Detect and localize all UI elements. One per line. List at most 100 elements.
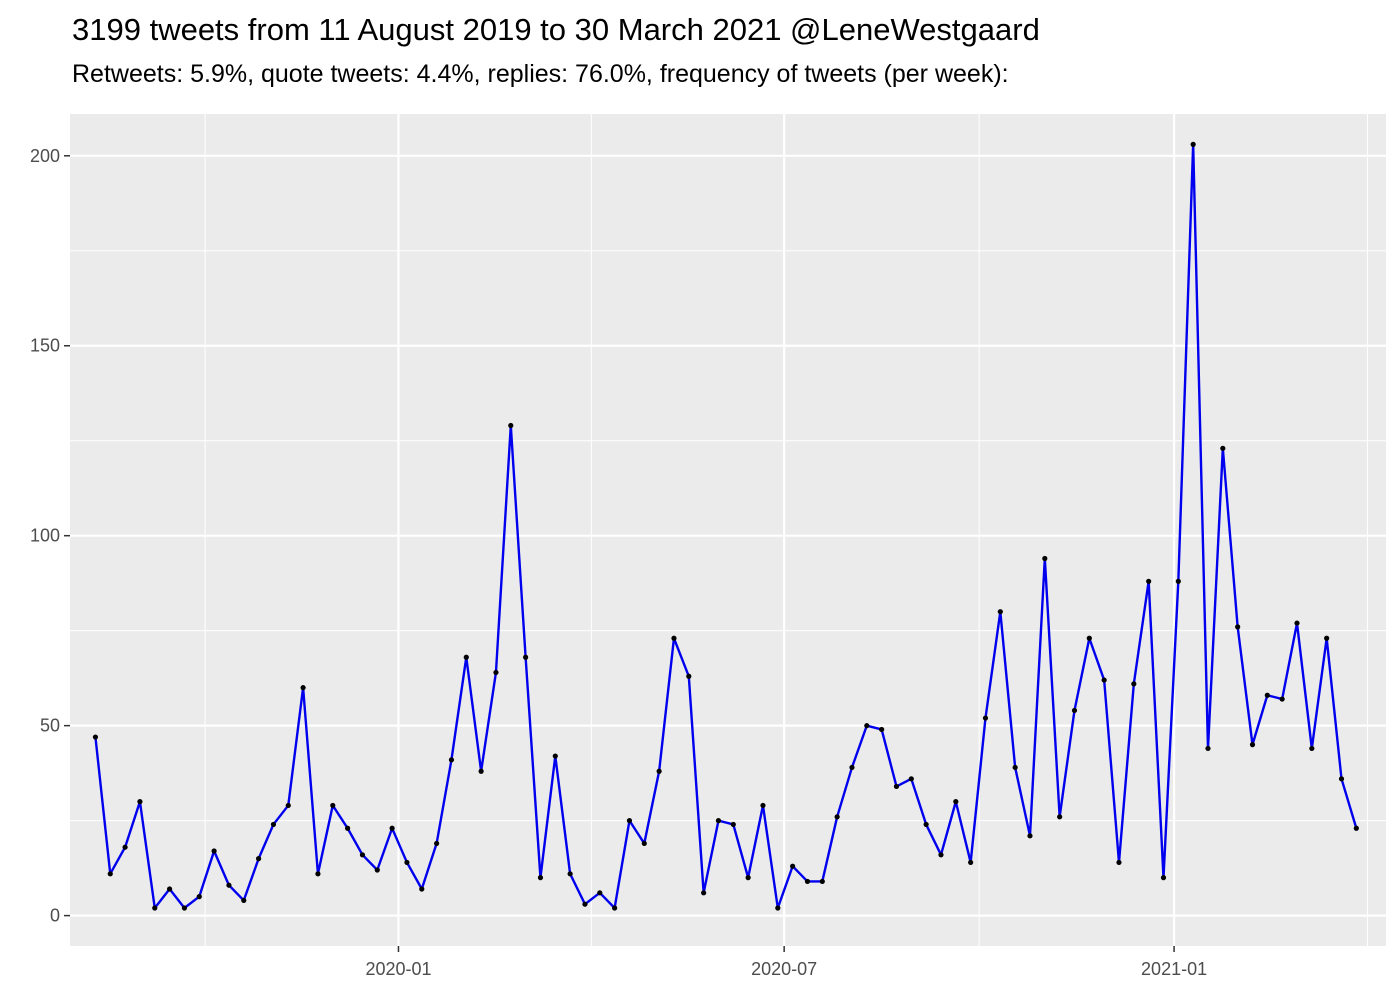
data-point — [1220, 445, 1226, 451]
data-point — [893, 783, 900, 790]
data-point — [1160, 875, 1167, 881]
y-tick-label: 150 — [30, 336, 60, 356]
data-point — [715, 818, 722, 824]
data-point — [315, 871, 321, 877]
data-point — [1235, 624, 1241, 630]
data-point — [122, 844, 128, 850]
data-point — [879, 726, 885, 733]
y-axis: 0 50 100 150 200 — [30, 146, 70, 926]
data-point — [1042, 555, 1048, 562]
data-point — [982, 715, 989, 721]
data-point — [345, 825, 351, 831]
data-point — [1324, 635, 1330, 641]
data-point — [1012, 764, 1018, 771]
y-tick-label: 0 — [50, 906, 60, 926]
data-point — [463, 654, 469, 660]
y-tick-label: 50 — [40, 716, 60, 736]
data-points — [92, 141, 1359, 911]
data-point — [330, 802, 336, 809]
data-point — [1146, 578, 1152, 584]
data-point — [1309, 745, 1315, 752]
data-point — [1116, 859, 1122, 866]
data-point — [448, 757, 455, 763]
data-point — [730, 821, 736, 828]
y-tick-label: 100 — [30, 526, 60, 546]
data-point — [968, 859, 974, 866]
data-point — [1353, 825, 1359, 831]
data-point — [626, 818, 633, 824]
data-point — [671, 635, 677, 641]
chart-subtitle: Retweets: 5.9%, quote tweets: 4.4%, repl… — [72, 60, 1009, 88]
data-point — [493, 669, 499, 676]
data-point — [256, 856, 262, 862]
data-point — [819, 878, 825, 885]
data-point — [434, 840, 440, 847]
data-point — [419, 886, 425, 892]
data-point — [908, 776, 914, 782]
data-point — [389, 825, 395, 831]
data-point — [1027, 833, 1033, 839]
data-point — [1249, 742, 1256, 748]
data-point — [196, 894, 202, 900]
data-point — [997, 609, 1003, 615]
data-point — [656, 768, 662, 774]
data-point — [523, 654, 529, 660]
data-point — [1131, 681, 1137, 687]
data-point — [478, 768, 484, 774]
data-point — [181, 905, 188, 911]
plot-panel — [70, 114, 1386, 946]
data-point — [790, 863, 796, 869]
data-point — [1175, 578, 1181, 584]
data-point — [270, 821, 277, 828]
data-point — [1101, 677, 1107, 683]
data-point — [612, 905, 618, 911]
data-point — [374, 867, 380, 873]
data-point — [285, 802, 291, 809]
data-point — [760, 802, 766, 809]
data-point — [508, 422, 514, 429]
data-point — [849, 764, 855, 771]
data-point — [864, 723, 870, 729]
data-point — [804, 878, 811, 885]
data-point — [953, 799, 959, 805]
data-point — [1338, 776, 1345, 782]
data-point — [92, 734, 99, 740]
data-point — [1264, 692, 1270, 698]
data-point — [1086, 635, 1092, 641]
data-point — [1294, 620, 1300, 626]
data-point — [923, 821, 929, 828]
grid-major-lines — [70, 114, 1386, 946]
data-point — [359, 852, 366, 858]
data-point — [582, 901, 588, 907]
data-point — [567, 871, 573, 877]
y-tick-label: 200 — [30, 146, 60, 166]
data-point — [137, 799, 143, 805]
x-tick-label: 2021-01 — [1141, 959, 1207, 979]
chart-title: 3199 tweets from 11 August 2019 to 30 Ma… — [72, 12, 1040, 47]
data-point — [745, 875, 751, 881]
data-point — [597, 890, 603, 896]
data-point — [152, 905, 158, 911]
data-point — [300, 685, 306, 691]
data-point — [1279, 696, 1285, 702]
data-point — [107, 871, 113, 877]
data-point — [537, 875, 544, 881]
data-point — [641, 840, 647, 847]
data-point — [1071, 707, 1078, 714]
data-point — [404, 859, 410, 866]
data-point — [552, 753, 558, 759]
data-point — [167, 886, 173, 892]
data-point — [1205, 745, 1211, 752]
data-point — [834, 814, 840, 820]
x-tick-label: 2020-01 — [365, 959, 431, 979]
data-point — [1057, 814, 1063, 820]
x-axis: 2020-01 2020-07 2021-01 — [365, 946, 1207, 979]
x-tick-label: 2020-07 — [751, 959, 817, 979]
data-point — [241, 897, 247, 904]
data-point — [1190, 141, 1196, 147]
data-point — [211, 848, 217, 854]
series-line — [94, 143, 1358, 910]
data-point — [686, 673, 692, 679]
data-point — [938, 852, 944, 858]
